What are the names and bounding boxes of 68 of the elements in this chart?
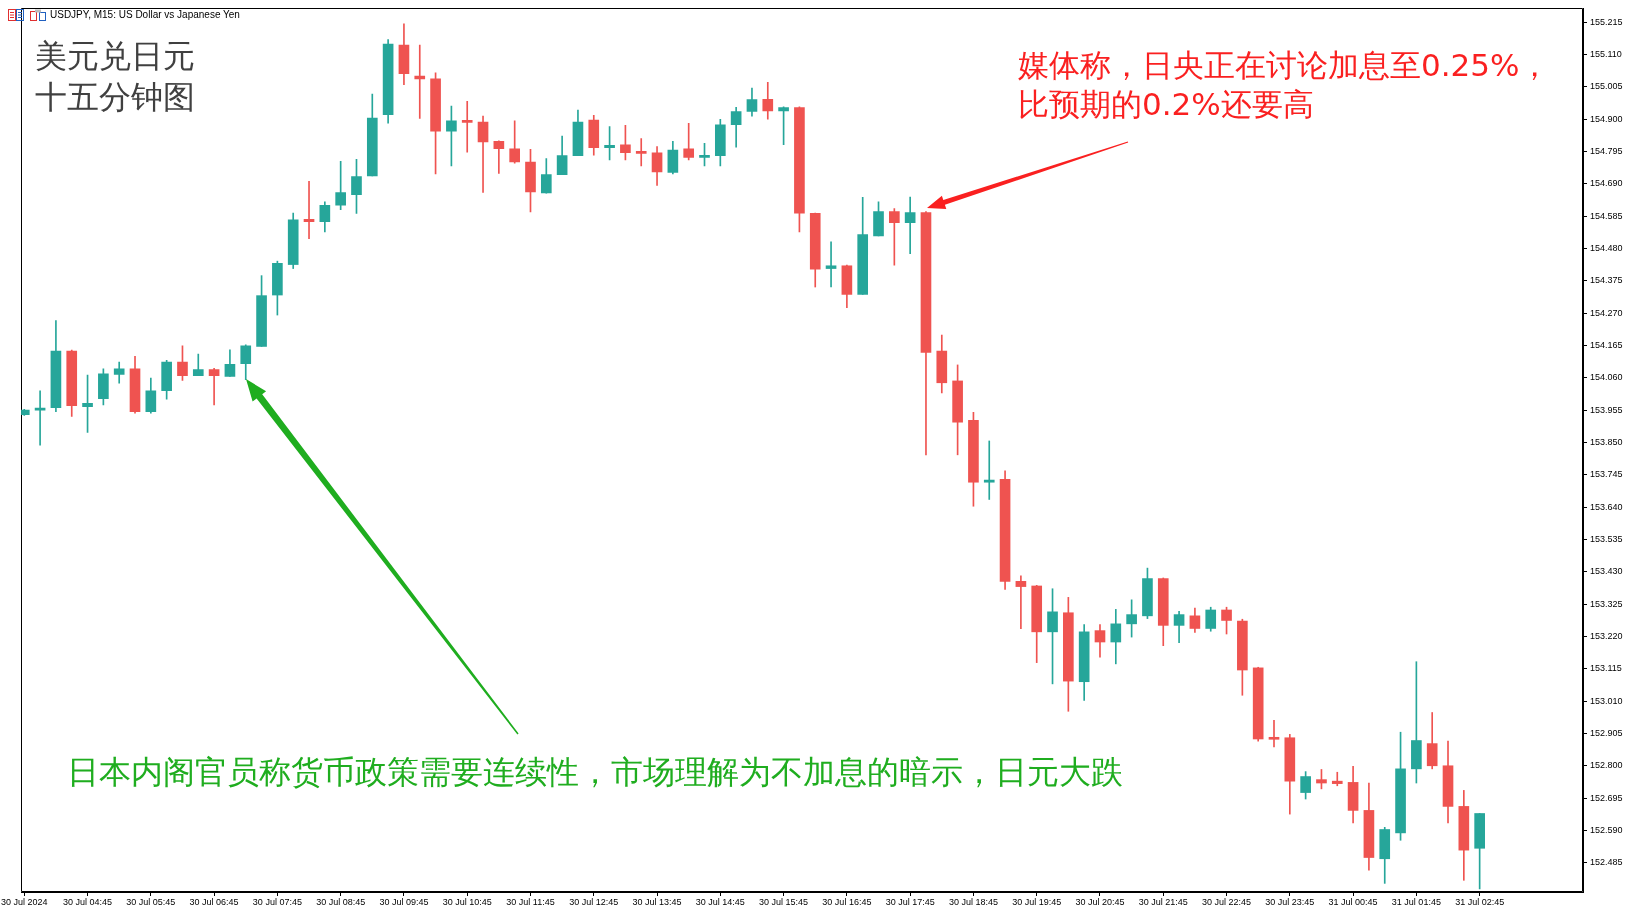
x-tick-label: 30 Jul 06:45 [189,896,239,907]
x-tick-label: 30 Jul 09:45 [379,896,429,907]
x-tick-label: 30 Jul 16:45 [822,896,872,907]
x-tick-label: 30 Jul 18:45 [948,896,998,907]
x-tick-label: 30 Jul 12:45 [569,896,619,907]
candlestick [303,181,315,240]
y-tick-label: 155.215 [1590,16,1623,27]
candlestick [1331,771,1343,787]
annotation: USDJPY, M15: US Dollar vs Japanese Yen [50,8,240,22]
y-tick-label: 154.480 [1590,243,1623,254]
x-tick-label: 30 Jul 07:45 [252,896,302,907]
x-tick-label: 30 Jul 04:45 [63,896,113,907]
candlestick [904,196,916,255]
y-tick-label: 154.690 [1590,178,1623,189]
y-tick-label: 154.270 [1590,307,1623,318]
candlestick [1268,719,1280,748]
candlestick [635,138,647,167]
x-tick-label: 31 Jul 00:45 [1328,896,1378,907]
text: 十五分钟图 [35,77,195,117]
x-tick-label: 30 Jul 17:45 [885,896,935,907]
y-tick-label: 152.590 [1590,824,1623,835]
y-tick-label: 152.905 [1590,727,1623,738]
x-tick-label: 30 Jul 05:45 [126,896,176,907]
x-tick-label: 30 Jul 19:45 [1012,896,1062,907]
x-tick-label: 30 Jul 15:45 [759,896,809,907]
y-tick-label: 153.115 [1590,663,1622,674]
x-tick-label: 30 Jul 22:45 [1202,896,1252,907]
y-tick-label: 153.640 [1590,501,1623,512]
x-tick-label: 31 Jul 02:45 [1455,896,1505,907]
candlestick [1015,575,1027,630]
y-tick-label: 153.850 [1590,436,1623,447]
x-tick-label: 30 Jul 21:45 [1138,896,1188,907]
x-tick-label: 30 Jul 11:45 [506,896,555,907]
x-tick-label: 30 Jul 10:45 [442,896,492,907]
x-tick-label: 30 Jul 2024 [1,896,48,907]
y-tick-label: 152.695 [1590,792,1623,803]
x-tick-label: 30 Jul 23:45 [1265,896,1315,907]
y-tick-label: 153.325 [1590,598,1623,609]
candlestick [34,390,46,446]
y-tick-label: 155.005 [1590,81,1623,92]
x-tick-label: 31 Jul 01:45 [1391,896,1441,907]
annotation: 日本内阁官员称货币政策需要连续性，市场理解为不加息的暗示，日元大跌 [67,752,1123,792]
x-tick-label: 30 Jul 20:45 [1075,896,1125,907]
annotation: 媒体称，日央正在讨论加息至0.25%，比预期的0.2%还要高 [1018,46,1552,124]
x-tick-label: 30 Jul 13:45 [632,896,682,907]
candlestick [461,101,473,153]
y-tick-label: 153.220 [1590,630,1623,641]
y-tick-label: 153.010 [1590,695,1623,706]
y-tick-label: 153.745 [1590,469,1623,480]
y-tick-label: 154.900 [1590,113,1623,124]
y-tick-label: 154.795 [1590,146,1623,157]
y-tick-label: 154.375 [1590,275,1623,286]
y-tick-label: 153.535 [1590,533,1623,544]
candlestick [983,440,995,500]
text: 美元兑日元 [35,36,195,76]
x-tick-label: 30 Jul 08:45 [316,896,366,907]
y-tick-label: 152.485 [1590,857,1623,868]
y-tick-label: 153.430 [1590,566,1623,577]
candlestick [825,241,837,288]
y-tick-label: 154.165 [1590,340,1623,351]
candlestick [208,367,220,406]
y-tick-label: 155.110 [1590,49,1622,60]
candlestick [493,140,505,174]
x-tick-label: 30 Jul 14:45 [695,896,745,907]
y-tick-label: 152.800 [1590,760,1623,771]
y-tick-label: 153.955 [1590,404,1623,415]
y-tick-label: 154.060 [1590,372,1623,383]
y-tick-label: 154.585 [1590,210,1623,221]
